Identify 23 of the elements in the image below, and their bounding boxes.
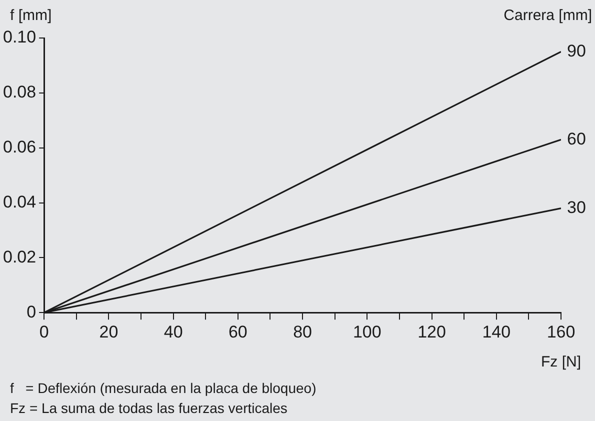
text: Fz = La suma de todas las fuerzas verticales	[10, 399, 288, 418]
x-tick-label: 100	[352, 322, 382, 342]
y-tick-label: 0.06	[2, 138, 36, 157]
x-tick-label: 120	[418, 322, 446, 342]
series-label: 90	[567, 41, 586, 60]
series-label: 30	[567, 198, 586, 217]
x-tick-label: 40	[164, 322, 183, 342]
y-tick-label: 0.08	[2, 82, 36, 102]
text: f = Deflexión (mesurada en la placa de bloqueo)	[10, 379, 316, 398]
x-tick-label: 60	[228, 322, 248, 342]
y-tick-label: 0.04	[2, 192, 36, 212]
x-tick-label: 140	[482, 322, 511, 342]
y-tick-label: 0	[26, 302, 36, 322]
y-tick-label: 0.10	[2, 28, 36, 47]
y-axis-title: f [mm]	[10, 7, 52, 24]
x-tick-label: 0	[39, 322, 49, 342]
legend-title: Carrera [mm]	[504, 7, 592, 24]
x-tick-label: 160	[546, 322, 576, 342]
y-tick-label: 0.02	[2, 247, 36, 266]
x-tick-label: 20	[99, 322, 118, 342]
x-tick-label: 80	[293, 322, 312, 342]
series-label: 60	[567, 129, 586, 148]
x-axis-title: Fz [N]	[541, 354, 581, 371]
